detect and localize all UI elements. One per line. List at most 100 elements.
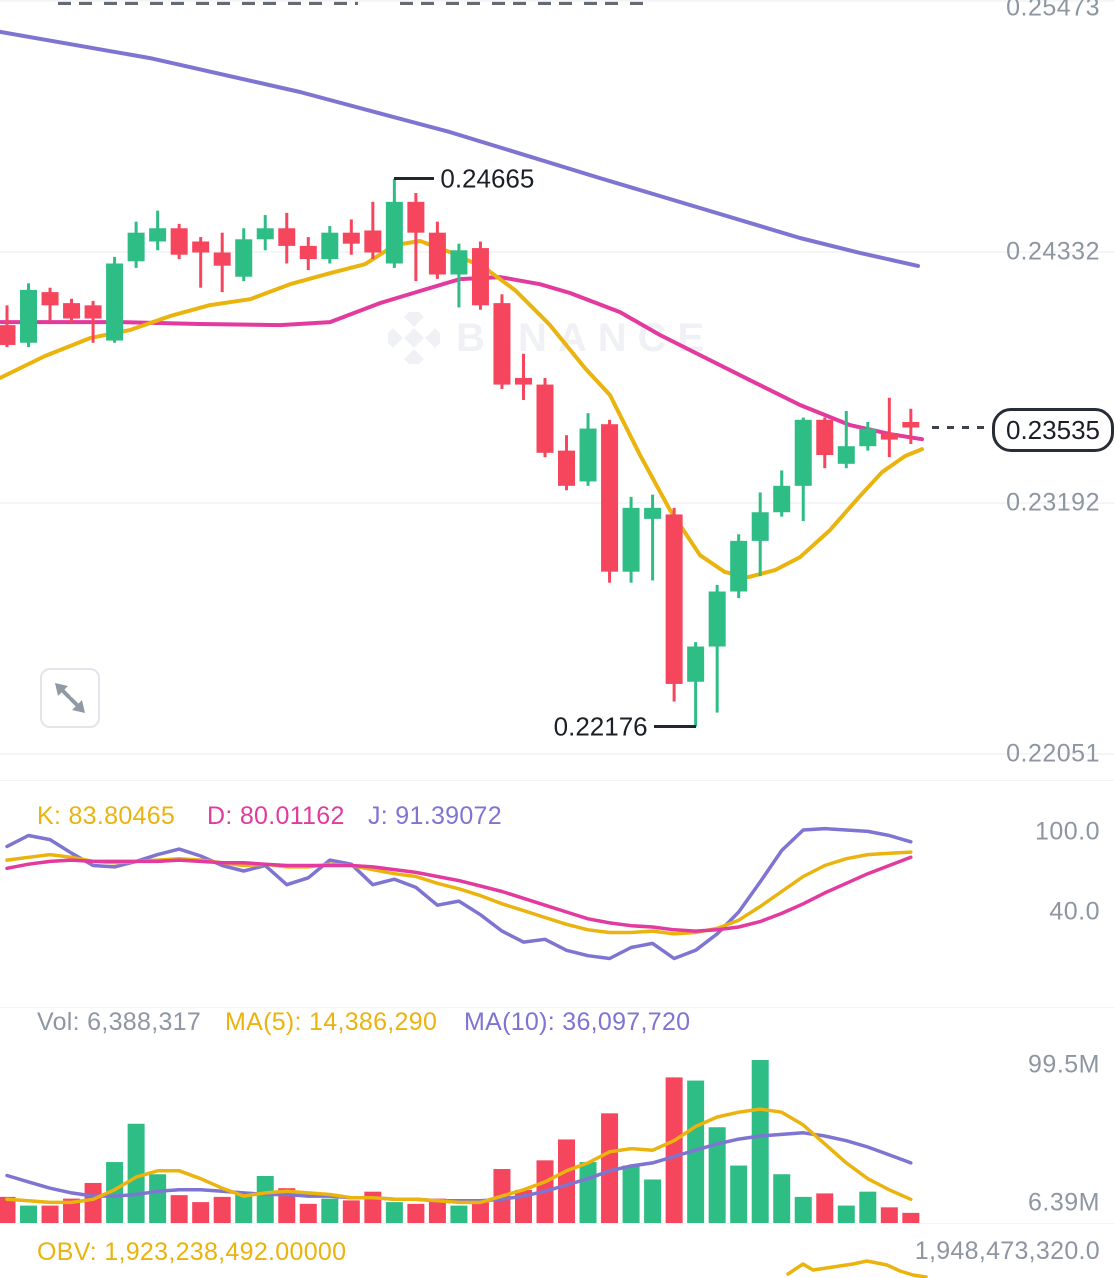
ma-long-line xyxy=(0,29,920,268)
kdj-j-label[interactable]: J: 91.39072 xyxy=(368,802,502,830)
volume-chart[interactable] xyxy=(0,1040,1114,1224)
candle-body xyxy=(730,540,748,592)
candle-body xyxy=(902,421,920,428)
volume-bar xyxy=(20,1205,38,1223)
candle-body xyxy=(859,428,877,447)
volume-bar xyxy=(0,1196,16,1223)
low-marker-line xyxy=(653,725,696,729)
last-price-value: 0.23535 xyxy=(1006,414,1100,445)
volume-bar xyxy=(601,1113,619,1223)
volume-bar xyxy=(859,1191,877,1223)
volume-bar xyxy=(106,1162,124,1223)
candle-body xyxy=(880,432,898,440)
y-axis-label: 0.22051 xyxy=(1006,739,1100,768)
candle-wick xyxy=(414,193,418,282)
expand-chart-button[interactable] xyxy=(40,668,100,728)
volume-bar xyxy=(342,1200,360,1223)
candle-body xyxy=(342,232,360,244)
candle-body xyxy=(63,303,81,319)
volume-bar xyxy=(84,1182,102,1223)
y-axis-label: 99.5M xyxy=(1028,1050,1100,1079)
volume-bar xyxy=(256,1175,274,1223)
volume-bar xyxy=(773,1174,791,1223)
candle-wick xyxy=(844,410,848,469)
low-price-label: 0.22176 xyxy=(553,711,648,742)
volume-bar xyxy=(622,1165,640,1223)
volume-bar xyxy=(213,1196,231,1223)
volume-bar xyxy=(278,1188,296,1223)
candle-body xyxy=(773,485,791,513)
y-axis-label: 100.0 xyxy=(1034,817,1100,846)
panel-separator xyxy=(0,780,1114,781)
last-price-dashed-line xyxy=(932,425,990,429)
obv-label[interactable]: OBV: 1,923,238,492.00000 xyxy=(37,1238,347,1266)
volume-bar xyxy=(428,1198,446,1223)
clipped-legend-text xyxy=(400,0,645,5)
volume-bar xyxy=(170,1195,188,1223)
volume-bar xyxy=(235,1191,253,1223)
volume-bar xyxy=(579,1162,597,1223)
main-candlestick-chart[interactable] xyxy=(0,0,1114,772)
obv-indicator-chart[interactable] xyxy=(0,1255,1114,1278)
candle-wick xyxy=(651,494,655,581)
candle-body xyxy=(687,646,705,682)
candle-body xyxy=(450,250,468,275)
ma-mid-line xyxy=(0,275,924,442)
volume-baseline xyxy=(0,1223,1114,1224)
y-axis-label: 6.39M xyxy=(1028,1188,1100,1217)
candle-body xyxy=(41,292,59,306)
volume-bar xyxy=(471,1202,489,1223)
volume-ma5-line xyxy=(5,1107,913,1205)
volume-bar xyxy=(321,1198,339,1223)
candle-body xyxy=(0,325,16,345)
kdj-d-label[interactable]: D: 80.01162 xyxy=(207,802,345,830)
expand-arrows-icon xyxy=(55,683,85,713)
volume-bar xyxy=(299,1203,317,1223)
candle-wick xyxy=(694,642,698,727)
candle-body xyxy=(665,514,683,684)
panel-separator xyxy=(0,1007,1114,1008)
kdj-indicator-chart[interactable] xyxy=(0,820,1114,1008)
volume-bar xyxy=(644,1179,662,1223)
high-price-label: 0.24665 xyxy=(440,163,535,194)
y-axis-label: 0.23192 xyxy=(1006,488,1100,517)
candle-body xyxy=(299,245,317,260)
candle-body xyxy=(816,419,834,456)
volume-ma5-label[interactable]: MA(5): 14,386,290 xyxy=(225,1008,438,1036)
volume-bar xyxy=(751,1059,769,1223)
y-axis-label: 0.24332 xyxy=(1006,237,1100,266)
candle-wick xyxy=(715,584,719,713)
candle-body xyxy=(407,201,425,233)
candle-wick xyxy=(521,353,525,400)
candle-wick xyxy=(457,243,461,308)
volume-bar xyxy=(63,1198,81,1223)
candle-body xyxy=(84,305,102,319)
candle-body xyxy=(235,239,253,277)
candle-body xyxy=(837,446,855,464)
volume-label[interactable]: Vol: 6,388,317 xyxy=(37,1008,202,1036)
candle-body xyxy=(127,232,145,262)
kdj-d-line xyxy=(5,855,913,933)
candle-body xyxy=(536,384,554,453)
volume-bar xyxy=(558,1139,576,1223)
candle-body xyxy=(192,241,210,253)
volume-ma10-label[interactable]: MA(10): 36,097,720 xyxy=(464,1008,691,1036)
candle-body xyxy=(471,248,489,306)
candle-body xyxy=(256,228,274,240)
volume-bar xyxy=(192,1202,210,1223)
volume-bar xyxy=(127,1123,145,1223)
last-price-box: 0.23535 xyxy=(992,408,1114,453)
candle-body xyxy=(751,512,769,541)
kdj-k-label[interactable]: K: 83.80465 xyxy=(37,802,176,830)
candle-body xyxy=(364,230,382,253)
candle-body xyxy=(579,428,597,482)
volume-bar xyxy=(816,1193,834,1223)
obv-right-value: 1,948,473,320.0 xyxy=(914,1237,1100,1265)
candle-body xyxy=(644,507,662,519)
candle-body xyxy=(149,228,167,242)
clipped-legend-text xyxy=(58,0,358,5)
candle-body xyxy=(493,303,511,385)
volume-bar xyxy=(450,1205,468,1223)
candle-body xyxy=(601,424,619,572)
